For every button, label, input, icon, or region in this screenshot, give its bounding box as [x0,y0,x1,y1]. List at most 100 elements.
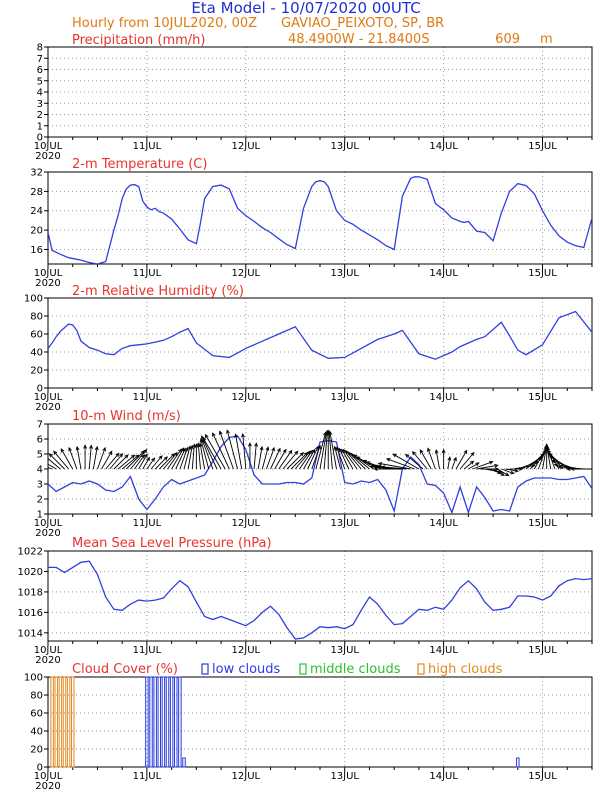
wind-arrow-head [144,453,148,458]
wind-arrow-head [173,451,178,457]
y-tick-label: 7 [37,54,43,65]
wind-arrow [48,467,53,470]
wind-arrow [459,452,475,470]
x-year-label: 2020 [35,655,60,666]
wind-arrow [142,457,150,470]
wind-arrow-head [44,455,47,458]
x-tick-label: 11JUL [133,392,162,403]
wind-arrow [419,449,432,470]
wind-arrow-head [328,430,333,436]
wind-arrow-head [338,447,343,453]
x-tick-label: 15JUL [528,392,557,403]
wind-arrow [167,448,182,470]
wind-arrow-head [294,450,299,455]
wind-arrow-head [115,452,120,457]
wind-arrow [412,451,428,470]
wind-arrow-head [119,453,124,458]
wind-arrow-head [377,461,383,466]
wind-arrow [378,462,411,470]
wind-arrow-head [494,467,500,471]
wind-arrows [44,429,592,477]
x-tick-label: 13JUL [330,518,359,529]
wind-arrow-head [489,460,494,465]
wind-arrow [501,468,514,474]
x-year-label: 2020 [35,781,60,792]
wind-arrow [329,431,337,470]
wind-arrow [299,450,313,470]
wind-arrow [266,447,275,470]
wind-arrow-head [218,430,223,435]
cloud-bar [145,676,149,768]
x-tick-label: 13JUL [330,645,359,656]
y-tick-label: 6 [37,65,43,76]
x-tick-label: 13JUL [330,771,359,782]
legend-label-middle-clouds: middle clouds [310,662,401,677]
wind-arrow [492,468,505,476]
wind-arrow-head [369,464,374,469]
wind-arrow [286,452,304,470]
series-line-wind [48,435,592,514]
wind-arrow [270,448,281,470]
wind-arrow-head [75,445,80,451]
wind-arrow-head [89,444,93,449]
wind-arrow [212,432,230,470]
x-tick-label: 14JUL [429,141,458,152]
wind-arrow [48,458,61,470]
series-line-humidity [48,310,592,360]
wind-arrow-head [248,442,252,447]
wind-arrow [97,447,106,470]
y-tick-label: 2 [37,110,43,121]
wind-arrow-head [434,449,439,454]
series-line-temperature [48,176,592,264]
wind-arrow-head [265,446,270,451]
wind-arrow-head [549,456,554,460]
wind-arrow [282,451,299,470]
wind-arrow [451,457,457,470]
wind-arrow [319,431,328,470]
y-tick-label: 40 [30,727,43,738]
wind-arrow [105,453,120,470]
wind-arrow [146,457,155,470]
cloud-bar [54,676,58,768]
wind-arrow-head [83,444,88,449]
wind-arrow [463,460,474,470]
legend-label-high-clouds: high clouds [428,662,503,677]
series-line-pressure [48,560,592,640]
wind-arrow-head [362,459,367,464]
x-tick-label: 12JUL [232,518,261,529]
cloud-bar [174,676,178,768]
y-tick-label: 16 [30,245,43,256]
panel-pressure: 1014 1016 1018 1020 1022 10JUL 11JUL 12JUL 13JUL… [18,536,593,666]
x-tick-label: 12JUL [232,141,261,152]
wind-arrow [294,451,311,470]
wind-arrow-head [405,453,410,458]
y-tick-label: 28 [30,187,43,198]
wind-arrow-head [315,445,319,451]
panel-title-precipitation: Precipitation (mm/h) [72,33,205,48]
cloud-bar [153,676,157,768]
cloud-bar [157,676,162,768]
y-tick-label: 3 [37,99,43,110]
x-year-label: 2020 [35,528,60,539]
station-elevation-unit: m [540,32,553,47]
wind-arrow-head [184,446,189,452]
wind-arrow-head [130,454,136,459]
y-tick-label: 80 [30,691,43,702]
x-tick-label: 13JUL [330,268,359,279]
wind-arrow-head [241,432,245,438]
wind-arrow [191,444,195,470]
wind-arrow-head [271,446,275,452]
wind-arrow-head [352,454,358,459]
wind-arrow [226,430,239,470]
wind-arrow [345,450,362,470]
cloud-legend: low clouds middle clouds high clouds [201,662,503,677]
wind-arrow-head [333,445,338,451]
wind-arrow-head [547,452,553,457]
wind-arrow-head [226,429,230,434]
wind-arrow-head [557,465,563,469]
x-tick-label: 12JUL [232,645,261,656]
wind-arrow [257,446,263,470]
y-tick-label: 1 [37,121,43,132]
